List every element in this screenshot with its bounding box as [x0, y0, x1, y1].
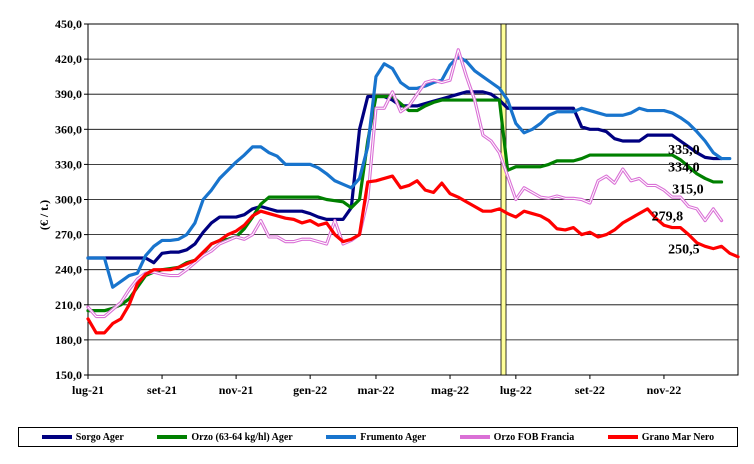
- value-annotations: 335,0 334,0 315,0 279,8 250,5: [652, 143, 704, 257]
- y-tick-label: 390,0: [55, 87, 82, 101]
- value-annotation: 335,0: [668, 143, 700, 158]
- value-annotation: 334,0: [668, 160, 700, 175]
- legend-item: Sorgo Ager: [41, 431, 124, 443]
- legend-swatch: [326, 435, 357, 439]
- y-axis-ticks: 450,0 420,0 390,0 360,0 330,0 300,0 270,0 240,0…: [55, 17, 88, 382]
- chart-legend: Sorgo Ager Orzo (63-64 kg/hl) Ager Frument…: [18, 427, 738, 447]
- value-annotation: 279,8: [652, 210, 684, 225]
- x-tick-label: nov-21: [219, 383, 254, 397]
- y-tick-label: 240,0: [55, 263, 82, 277]
- legend-item: Orzo (63-64 kg/hl) Ager: [157, 431, 293, 443]
- x-axis-ticks: lug-21 set-21 nov-21 gen-22 mar-22 mag-22 lug-…: [72, 375, 681, 397]
- series-line-highlight: [87, 49, 722, 317]
- gridlines: [88, 58, 738, 341]
- y-tick-label: 300,0: [55, 193, 82, 207]
- y-tick-label: 180,0: [55, 333, 82, 347]
- line-chart: 450,0 420,0 390,0 360,0 330,0 300,0 270,0 240,0…: [37, 17, 740, 397]
- x-tick-label: nov-22: [647, 383, 682, 397]
- y-tick-label: 450,0: [55, 17, 82, 31]
- x-tick-label: mar-22: [358, 383, 395, 397]
- legend-label: Grano Mar Nero: [641, 431, 715, 443]
- legend-swatch: [607, 435, 638, 439]
- series-line: [86, 55, 732, 289]
- value-annotation: 250,5: [668, 242, 700, 257]
- y-tick-label: 330,0: [55, 157, 82, 171]
- x-tick-label: lug-21: [72, 383, 104, 397]
- legend-label: Orzo (63-64 kg/hl) Ager: [191, 431, 293, 443]
- series-line: [86, 174, 740, 335]
- legend-item: Orzo FOB Francia: [459, 431, 575, 443]
- y-tick-label: 210,0: [55, 298, 82, 312]
- legend-label: Orzo FOB Francia: [493, 431, 575, 443]
- y-tick-label: 420,0: [55, 52, 82, 66]
- current-date-marker: [500, 23, 507, 376]
- legend-item: Frumento Ager: [326, 432, 426, 443]
- legend-swatch: [41, 435, 72, 439]
- y-axis-label: (€ / t.): [37, 200, 51, 230]
- legend-swatch: [157, 435, 188, 439]
- x-tick-label: lug-22: [500, 383, 532, 397]
- y-tick-label: 270,0: [55, 228, 82, 242]
- value-annotation: 315,0: [672, 183, 704, 198]
- legend-item: Grano Mar Nero: [607, 431, 715, 443]
- x-tick-label: set-22: [575, 383, 605, 397]
- marker-bar: [500, 23, 507, 376]
- y-tick-label: 150,0: [55, 368, 82, 382]
- x-tick-label: mag-22: [431, 383, 469, 397]
- legend-label: Sorgo Ager: [75, 431, 124, 443]
- legend-label: Frumento Ager: [360, 431, 427, 443]
- y-tick-label: 360,0: [55, 122, 82, 136]
- series-lines: [86, 48, 740, 335]
- x-tick-label: set-21: [147, 383, 177, 397]
- legend-swatch: [459, 435, 490, 439]
- x-tick-label: gen-22: [293, 383, 327, 397]
